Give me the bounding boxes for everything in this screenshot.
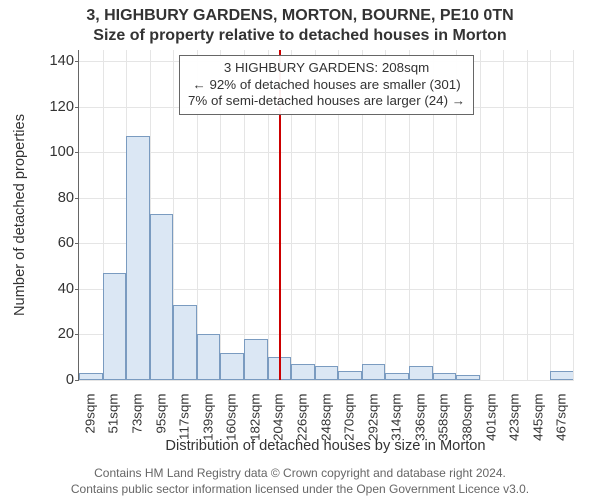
plot-area: 3 HIGHBURY GARDENS: 208sqm← 92% of detac…: [78, 50, 574, 381]
chart-container: { "meta": { "width_px": 600, "height_px"…: [0, 0, 600, 500]
y-tick-labels: 020406080100120140: [0, 50, 78, 380]
histogram-bar: [126, 136, 150, 380]
histogram-bar: [103, 273, 127, 380]
histogram-bar: [385, 373, 409, 380]
x-tick-label: 423sqm: [507, 394, 522, 441]
footer-line2: Contains public sector information licen…: [0, 482, 600, 498]
gridline-v: [503, 50, 504, 380]
y-tick-label: 140: [4, 53, 74, 69]
x-tick-label: 29sqm: [82, 394, 97, 434]
gridline-v: [550, 50, 551, 380]
x-tick-label: 51sqm: [106, 394, 121, 434]
histogram-bar: [79, 373, 103, 380]
gridline-v: [527, 50, 528, 380]
footer-text: Contains HM Land Registry data © Crown c…: [0, 466, 600, 497]
y-tick-label: 0: [4, 372, 74, 388]
y-tick-label: 40: [4, 281, 74, 297]
histogram-bar: [362, 364, 386, 380]
histogram-bar: [315, 366, 339, 380]
x-tick-label: 160sqm: [224, 394, 239, 441]
x-tick-label: 139sqm: [200, 394, 215, 441]
histogram-bar: [291, 364, 315, 380]
x-tick-label: 204sqm: [271, 394, 286, 441]
histogram-bar: [409, 366, 433, 380]
gridline-v: [573, 50, 574, 380]
y-tick-label: 120: [4, 99, 74, 115]
gridline-v: [480, 50, 481, 380]
chart-title: 3, HIGHBURY GARDENS, MORTON, BOURNE, PE1…: [0, 0, 600, 46]
x-tick-label: 95sqm: [153, 394, 168, 434]
histogram-bar: [338, 371, 362, 380]
annotation-line: ← 92% of detached houses are smaller (30…: [188, 77, 465, 94]
histogram-bar: [197, 334, 221, 380]
x-tick-label: 314sqm: [389, 394, 404, 441]
x-tick-label: 380sqm: [459, 394, 474, 441]
x-tick-label: 401sqm: [483, 394, 498, 441]
x-axis-title: Distribution of detached houses by size …: [165, 438, 485, 454]
y-tick-label: 20: [4, 326, 74, 342]
histogram-bar: [220, 353, 244, 380]
histogram-bar: [244, 339, 268, 380]
x-tick-label: 182sqm: [247, 394, 262, 441]
x-tick-labels: 29sqm 51sqm 73sqm 95sqm 117sqm 139sqm 160sqm 18…: [78, 380, 573, 440]
footer-line1: Contains HM Land Registry data © Crown c…: [0, 466, 600, 482]
y-tick-label: 80: [4, 190, 74, 206]
x-tick-label: 467sqm: [554, 394, 569, 441]
x-tick-label: 270sqm: [342, 394, 357, 441]
histogram-bar: [550, 371, 574, 380]
histogram-bar: [433, 373, 457, 380]
x-tick-label: 117sqm: [177, 394, 192, 440]
x-tick-label: 248sqm: [318, 394, 333, 441]
gridline-h: [79, 152, 574, 153]
y-tick-label: 100: [4, 144, 74, 160]
gridline-h: [79, 198, 574, 199]
annotation-line: 3 HIGHBURY GARDENS: 208sqm: [188, 60, 465, 77]
x-tick-label: 336sqm: [412, 394, 427, 441]
chart-title-line1: 3, HIGHBURY GARDENS, MORTON, BOURNE, PE1…: [0, 6, 600, 26]
x-tick-label: 226sqm: [294, 394, 309, 441]
x-tick-label: 292sqm: [365, 394, 380, 441]
x-tick-label: 73sqm: [129, 394, 144, 434]
histogram-bar: [173, 305, 197, 380]
chart-title-line2: Size of property relative to detached ho…: [0, 26, 600, 46]
histogram-bar: [150, 214, 174, 380]
annotation-box: 3 HIGHBURY GARDENS: 208sqm← 92% of detac…: [179, 55, 474, 115]
y-tick-label: 60: [4, 235, 74, 251]
x-tick-label: 445sqm: [530, 394, 545, 441]
x-tick-label: 358sqm: [436, 394, 451, 441]
annotation-line: 7% of semi-detached houses are larger (2…: [188, 93, 465, 110]
